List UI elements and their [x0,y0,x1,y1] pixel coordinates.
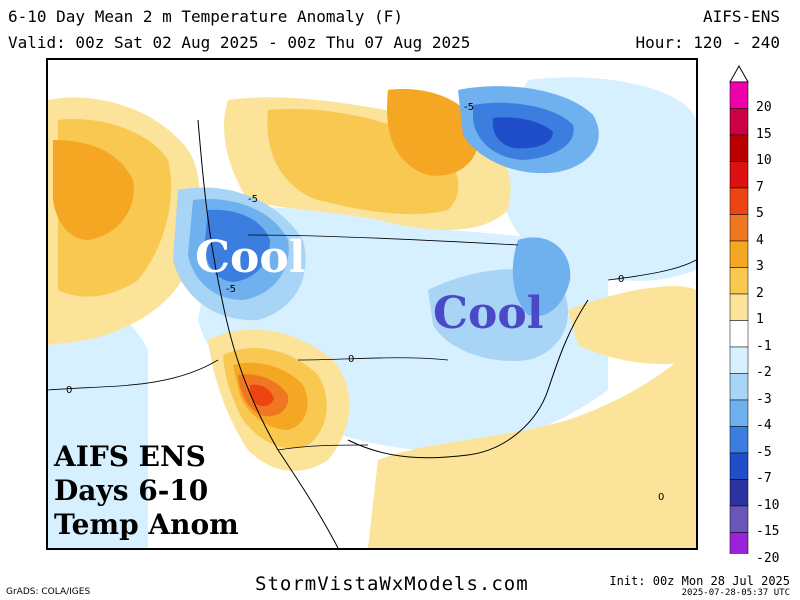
legend-label: 10 [756,153,772,168]
legend-label: -20 [756,550,780,566]
contour-label: 0 [66,385,72,396]
legend-label: -4 [756,418,772,433]
cool-annotation-west: Cool [195,232,306,283]
legend-label: 2 [756,285,764,301]
legend-swatch [729,267,749,295]
legend-swatch [729,187,749,215]
grads-credit: GrADS: COLA/IGES [6,587,91,597]
legend-swatch [729,452,749,480]
legend-arrow-top [729,64,749,83]
legend-swatch [729,479,749,507]
legend-swatch [729,532,749,554]
contour-label: -5 [464,102,474,113]
generation-timestamp: 2025-07-28-05:37 UTC [681,588,790,598]
legend-label: 5 [756,206,764,221]
caption-line: Temp Anom [54,508,239,541]
legend-label: -15 [756,524,780,539]
contour-label: 0 [658,492,664,503]
anomaly-map: -5 -5 -5 0 0 0 0 Cool Cool AIFS ENS Days… [46,58,698,550]
color-legend: 20 15 10 7 5 4 3 2 1 -1 -2 -3 -4 -5 -7 -10 -15 -20 [710,64,790,566]
contour-label: -5 [226,284,236,295]
legend-label: 1 [756,312,764,327]
init-time: Init: 00z Mon 28 Jul 2025 [609,574,790,588]
legend-swatch [729,134,749,162]
legend-swatch [729,161,749,189]
legend-label: -5 [756,444,772,460]
legend-swatch [729,108,749,136]
legend-label: -1 [756,338,772,354]
legend-swatch [729,293,749,321]
anomaly-field: -5 -5 -5 0 0 0 0 [48,60,696,548]
map-caption: AIFS ENS Days 6-10 Temp Anom [54,440,239,542]
legend-swatch [729,399,749,427]
legend-label: 15 [756,126,772,142]
color-legend-bar [729,64,749,554]
legend-label: -7 [756,471,772,486]
caption-line: Days 6-10 [54,474,209,507]
legend-label: 3 [756,259,764,274]
contour-label: 0 [618,274,624,285]
legend-label: -10 [756,497,780,513]
forecast-hour-range: Hour: 120 - 240 [635,33,781,52]
cool-annotation-east: Cool [433,288,544,339]
legend-swatch [729,373,749,401]
legend-swatch [729,426,749,454]
contour-label: 0 [348,354,354,365]
map-title: 6-10 Day Mean 2 m Temperature Anomaly (F… [8,7,403,26]
model-name: AIFS-ENS [702,7,780,26]
valid-period: Valid: 00z Sat 02 Aug 2025 - 00z Thu 07 … [8,33,471,52]
legend-label: -3 [756,391,772,407]
legend-label: 7 [756,179,764,195]
legend-swatch [729,320,749,348]
contour-label: -5 [248,194,258,205]
legend-label: 4 [756,232,764,248]
legend-label: -2 [756,365,772,380]
legend-swatch [729,81,749,109]
legend-swatch [729,214,749,242]
site-credit: StormVistaWxModels.com [255,573,529,595]
legend-swatch [729,505,749,533]
legend-label: 20 [756,100,772,115]
legend-swatch [729,240,749,268]
legend-swatch [729,346,749,374]
caption-line: AIFS ENS [54,440,206,473]
